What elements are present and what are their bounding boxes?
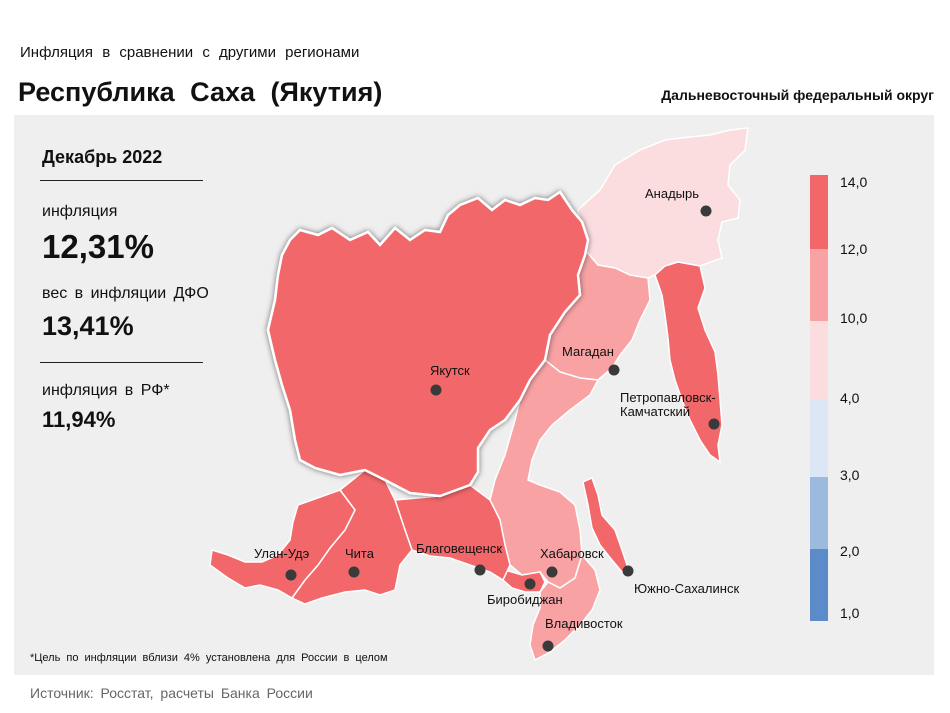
city-label-khabarovsk: Хабаровск bbox=[540, 546, 604, 561]
city-dot-vladivostok[interactable] bbox=[542, 640, 554, 652]
city-dot-yakutsk[interactable] bbox=[430, 384, 442, 396]
legend-band-1 bbox=[810, 175, 828, 249]
region-primorye[interactable] bbox=[529, 553, 601, 662]
city-label-magadan: Магадан bbox=[562, 344, 614, 359]
city-dot-birobidzhan[interactable] bbox=[524, 578, 536, 590]
subtitle: Инфляция в сравнении с другими регионами bbox=[20, 44, 360, 61]
city-dots bbox=[285, 205, 720, 652]
legend-tick-5: 3,0 bbox=[840, 467, 860, 483]
divider-bottom bbox=[40, 362, 203, 363]
region-chukotka[interactable] bbox=[577, 127, 749, 279]
period-label: Декабрь 2022 bbox=[42, 147, 163, 167]
rf-inflation-value: 11,94% bbox=[42, 407, 116, 432]
weight-value: 13,41% bbox=[42, 311, 134, 341]
city-label-anadyr: Анадырь bbox=[645, 186, 699, 201]
inflation-value: 12,31% bbox=[42, 228, 154, 265]
legend-band-5 bbox=[810, 477, 828, 549]
city-dot-yuzhno-sakhalinsk[interactable] bbox=[622, 565, 634, 577]
city-label-petropavlovsk-2: Камчатский bbox=[620, 404, 690, 419]
source-note: Источник: Росстат, расчеты Банка России bbox=[30, 685, 313, 701]
legend-band-4 bbox=[810, 399, 828, 477]
city-label-yuzhno-sakhalinsk: Южно-Сахалинск bbox=[634, 581, 739, 596]
legend-tick-3: 10,0 bbox=[840, 310, 867, 326]
legend-band-6 bbox=[810, 549, 828, 621]
city-label-yakutsk: Якутск bbox=[430, 363, 470, 378]
city-dot-ulan-ude[interactable] bbox=[285, 569, 297, 581]
region-buryatia[interactable] bbox=[209, 489, 356, 599]
legend-tick-6: 2,0 bbox=[840, 543, 860, 559]
city-dot-chita[interactable] bbox=[348, 566, 360, 578]
city-dot-anadyr[interactable] bbox=[700, 205, 712, 217]
city-label-ulan-ude: Улан-Удэ bbox=[254, 546, 310, 561]
legend-tick-7: 1,0 bbox=[840, 605, 860, 621]
region-kamchatka[interactable] bbox=[654, 261, 723, 464]
district-label: Дальневосточный федеральный округ bbox=[661, 87, 934, 103]
city-dot-khabarovsk[interactable] bbox=[546, 566, 558, 578]
city-label-chita: Чита bbox=[345, 546, 375, 561]
divider-top bbox=[40, 180, 203, 181]
city-label-blagoveshchensk: Благовещенск bbox=[416, 541, 502, 556]
city-label-birobidzhan: Биробиджан bbox=[487, 592, 563, 607]
city-dot-magadan[interactable] bbox=[608, 364, 620, 376]
inflation-label: инфляция bbox=[42, 203, 118, 220]
legend-tick-4: 4,0 bbox=[840, 390, 860, 406]
legend-tick-1: 14,0 bbox=[840, 174, 867, 190]
city-label-vladivostok: Владивосток bbox=[545, 616, 623, 631]
legend-band-3 bbox=[810, 321, 828, 399]
region-amur[interactable] bbox=[393, 484, 511, 582]
legend-band-2 bbox=[810, 249, 828, 321]
footnote: *Цель по инфляции вблизи 4% установлена … bbox=[30, 652, 388, 664]
weight-label: вес в инфляции ДФО bbox=[42, 285, 209, 302]
rf-inflation-label: инфляция в РФ* bbox=[42, 382, 170, 399]
city-dot-blagoveshchensk[interactable] bbox=[474, 564, 486, 576]
city-label-petropavlovsk-1: Петропавловск- bbox=[620, 390, 716, 405]
city-dot-petropavlovsk[interactable] bbox=[708, 418, 720, 430]
page-title: Республика Саха (Якутия) bbox=[18, 77, 383, 107]
region-yakutia[interactable] bbox=[266, 190, 590, 498]
legend-tick-2: 12,0 bbox=[840, 241, 867, 257]
legend-scale: 14,0 12,0 10,0 4,0 3,0 2,0 1,0 bbox=[810, 174, 867, 621]
